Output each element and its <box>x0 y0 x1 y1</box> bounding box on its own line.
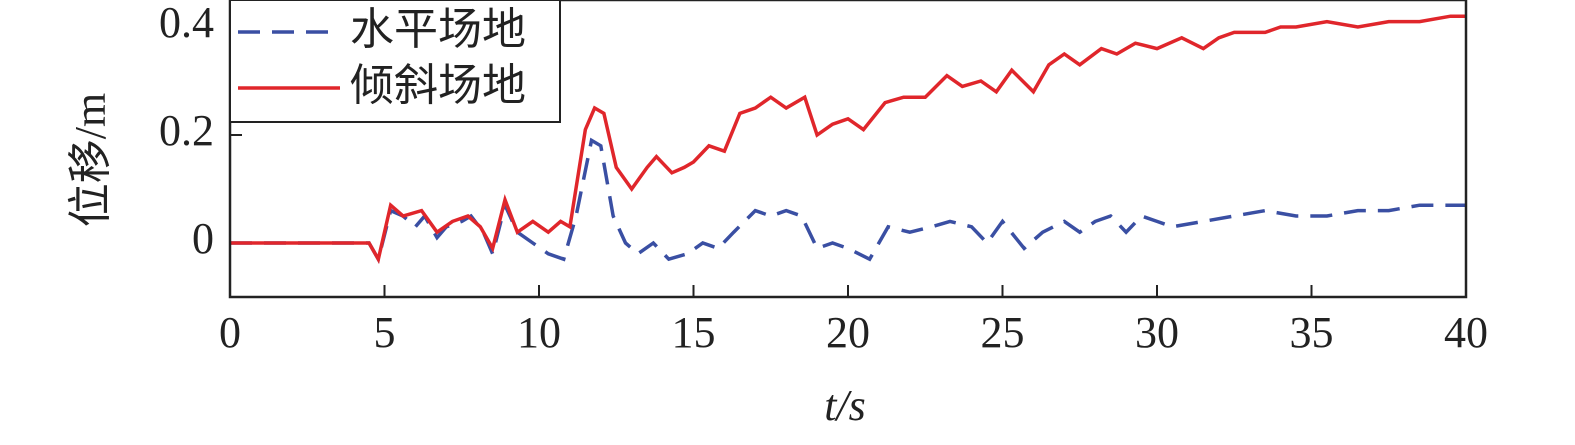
legend-label: 倾斜场地 <box>350 61 526 110</box>
plot-frame <box>228 0 1468 299</box>
x-tick-label: 35 <box>1290 308 1334 357</box>
data-line <box>230 137 1466 264</box>
legend-label: 水平场地 <box>350 5 526 54</box>
y-tick-label: 0 <box>192 214 214 263</box>
x-tick-label: 0 <box>219 308 241 357</box>
y-tick-label: 0.2 <box>159 106 214 155</box>
legend-box <box>229 0 561 123</box>
y-axis-label: 位移/m <box>66 93 115 227</box>
x-tick-label: 15 <box>672 308 716 357</box>
x-tick-label: 10 <box>517 308 561 357</box>
x-tick-label: 5 <box>374 308 396 357</box>
x-axis-label: t/s <box>824 381 866 430</box>
x-tick-label: 30 <box>1135 308 1179 357</box>
x-tick-label: 40 <box>1444 308 1488 357</box>
data-line <box>230 14 1466 264</box>
x-tick-label: 20 <box>826 308 870 357</box>
y-tick-label: 0.4 <box>159 0 214 47</box>
x-tick-label: 25 <box>981 308 1025 357</box>
